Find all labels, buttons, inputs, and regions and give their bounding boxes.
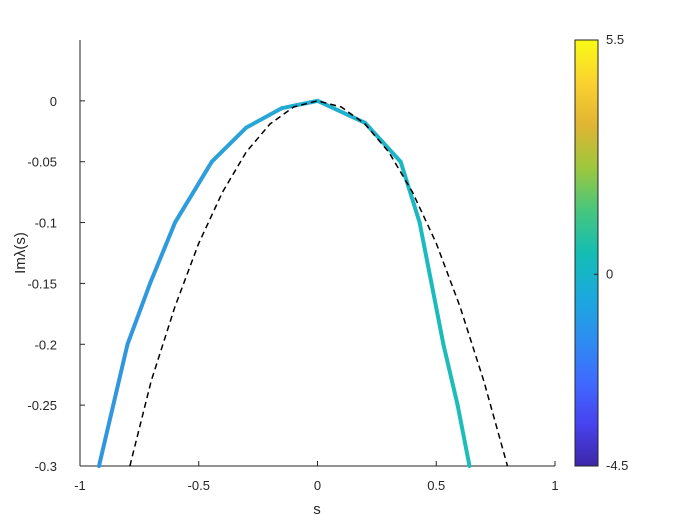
y-tick-label: -0.1 <box>35 216 57 231</box>
curve-segment <box>97 342 130 468</box>
curve-segment <box>417 220 434 286</box>
y-tick-label: -0.15 <box>27 276 57 291</box>
colorbar <box>574 39 599 467</box>
y-tick-label: -0.05 <box>27 155 57 170</box>
y-tick-label: -0.2 <box>35 337 57 352</box>
colorbar-tick-label: -4.5 <box>606 458 628 473</box>
x-tick-label: 1 <box>551 478 558 493</box>
x-tick-label: 0 <box>314 478 321 493</box>
y-tick-label: -0.3 <box>35 459 57 474</box>
curve-segment <box>429 281 446 347</box>
x-axis-label: s <box>313 501 321 518</box>
curve-segment <box>209 125 249 164</box>
x-tick-label: -1 <box>74 478 86 493</box>
curve-segment <box>455 403 472 468</box>
x-tick-label: -0.5 <box>188 478 210 493</box>
y-axis-label: Imλ(s) <box>12 232 29 274</box>
curve-segment <box>398 159 422 225</box>
colorbar-tick-label: 5.5 <box>606 32 624 47</box>
colorbar-tick-label: 0 <box>606 266 613 281</box>
y-tick-label: 0 <box>50 94 57 109</box>
curve-segment <box>148 220 177 286</box>
y-tick-label: -0.25 <box>27 398 57 413</box>
curve-segment <box>125 281 153 347</box>
x-tick-label: 0.5 <box>427 478 445 493</box>
curve-segment <box>173 159 214 225</box>
curve-segment <box>244 106 284 130</box>
curve-segment <box>441 342 460 408</box>
curve-segment <box>363 120 403 164</box>
dashed-curve <box>129 100 509 467</box>
